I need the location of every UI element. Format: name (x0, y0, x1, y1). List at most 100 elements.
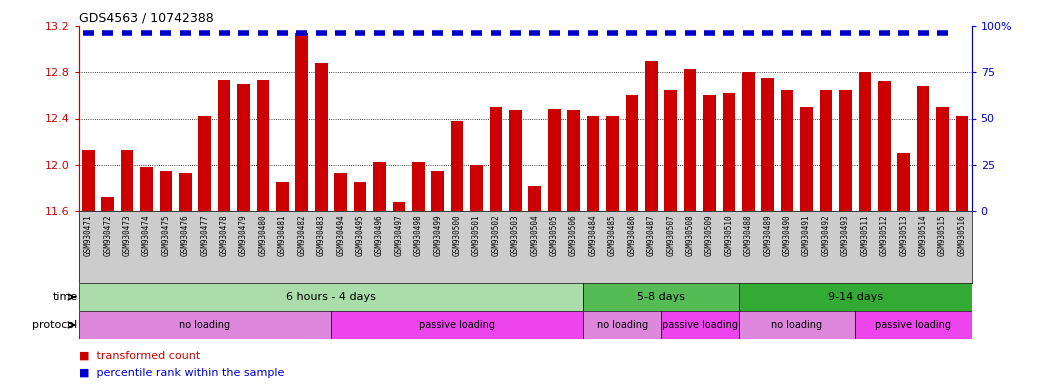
Text: GDS4563 / 10742388: GDS4563 / 10742388 (79, 12, 214, 25)
Text: GSM930500: GSM930500 (452, 215, 462, 256)
Text: time: time (52, 292, 77, 302)
Bar (82, 150, 94, 211)
Text: 6 hours - 4 days: 6 hours - 4 days (286, 292, 376, 302)
Bar (661, 311, 738, 339)
Bar (878, 81, 891, 211)
Text: GSM930494: GSM930494 (336, 215, 346, 256)
Bar (315, 63, 328, 211)
Text: GSM930493: GSM930493 (841, 215, 850, 256)
Bar (583, 311, 661, 339)
Text: ■  transformed count: ■ transformed count (79, 351, 200, 361)
Bar (331, 311, 583, 339)
Bar (859, 72, 871, 211)
Text: GSM930473: GSM930473 (122, 215, 132, 256)
Bar (548, 109, 560, 211)
Text: GSM930491: GSM930491 (802, 215, 811, 256)
Bar (738, 283, 972, 311)
Text: GSM930501: GSM930501 (472, 215, 481, 256)
Text: GSM930487: GSM930487 (647, 215, 655, 256)
Text: GSM930490: GSM930490 (783, 215, 792, 256)
Bar (586, 116, 599, 211)
Text: GSM930477: GSM930477 (200, 215, 209, 256)
Text: GSM930479: GSM930479 (239, 215, 248, 256)
Text: GSM930509: GSM930509 (705, 215, 714, 256)
Bar (373, 162, 385, 211)
Text: no loading: no loading (597, 320, 648, 330)
Text: GSM930483: GSM930483 (316, 215, 326, 256)
Bar (431, 170, 444, 211)
Text: GSM930496: GSM930496 (375, 215, 384, 256)
Bar (451, 121, 464, 211)
Text: passive loading: passive loading (875, 320, 952, 330)
Text: 5-8 days: 5-8 days (637, 292, 685, 302)
Text: GSM930481: GSM930481 (277, 215, 287, 256)
Text: GSM930484: GSM930484 (588, 215, 598, 256)
Bar (238, 84, 250, 211)
Text: GSM930474: GSM930474 (142, 215, 151, 256)
Bar (583, 283, 738, 311)
Bar (855, 311, 972, 339)
Text: GSM930472: GSM930472 (104, 215, 112, 256)
Text: GSM930478: GSM930478 (220, 215, 228, 256)
Text: GSM930498: GSM930498 (414, 215, 423, 256)
Text: GSM930504: GSM930504 (530, 215, 539, 256)
Bar (936, 107, 949, 211)
Bar (684, 69, 696, 211)
Bar (159, 170, 172, 211)
Bar (354, 182, 366, 211)
Bar (722, 93, 735, 211)
Text: passive loading: passive loading (419, 320, 495, 330)
Bar (393, 202, 405, 211)
Text: protocol: protocol (32, 320, 77, 330)
Bar (742, 72, 755, 211)
Bar (140, 167, 153, 211)
Bar (567, 111, 580, 211)
Text: GSM930511: GSM930511 (861, 215, 869, 256)
Bar (956, 116, 968, 211)
Bar (411, 162, 425, 211)
Bar (645, 61, 658, 211)
Bar (79, 311, 331, 339)
Bar (897, 153, 910, 211)
Text: GSM930476: GSM930476 (181, 215, 190, 256)
Bar (704, 95, 716, 211)
Text: GSM930516: GSM930516 (957, 215, 966, 256)
Text: GSM930497: GSM930497 (395, 215, 403, 256)
Text: GSM930485: GSM930485 (608, 215, 617, 256)
Bar (470, 165, 483, 211)
Bar (179, 173, 192, 211)
Bar (79, 283, 583, 311)
Bar (606, 116, 619, 211)
Text: GSM930471: GSM930471 (84, 215, 93, 256)
Bar (509, 111, 521, 211)
Text: GSM930503: GSM930503 (511, 215, 520, 256)
Bar (625, 95, 639, 211)
Text: no loading: no loading (179, 320, 230, 330)
Bar (800, 107, 812, 211)
Bar (199, 116, 211, 211)
Bar (917, 86, 930, 211)
Bar (218, 80, 230, 211)
Bar (665, 89, 677, 211)
Text: GSM930505: GSM930505 (550, 215, 559, 256)
Text: GSM930495: GSM930495 (356, 215, 364, 256)
Text: GSM930506: GSM930506 (570, 215, 578, 256)
Text: ■  percentile rank within the sample: ■ percentile rank within the sample (79, 368, 284, 378)
Text: no loading: no loading (772, 320, 823, 330)
Bar (738, 311, 855, 339)
Bar (334, 173, 347, 211)
Bar (761, 78, 774, 211)
Bar (295, 33, 308, 211)
Text: GSM930513: GSM930513 (899, 215, 908, 256)
Text: GSM930499: GSM930499 (433, 215, 442, 256)
Text: GSM930475: GSM930475 (161, 215, 171, 256)
Bar (529, 185, 541, 211)
Text: GSM930488: GSM930488 (743, 215, 753, 256)
Text: GSM930489: GSM930489 (763, 215, 773, 256)
Bar (490, 107, 503, 211)
Bar (120, 150, 133, 211)
Bar (820, 89, 832, 211)
Text: GSM930515: GSM930515 (938, 215, 946, 256)
Text: GSM930502: GSM930502 (491, 215, 500, 256)
Text: GSM930482: GSM930482 (297, 215, 307, 256)
